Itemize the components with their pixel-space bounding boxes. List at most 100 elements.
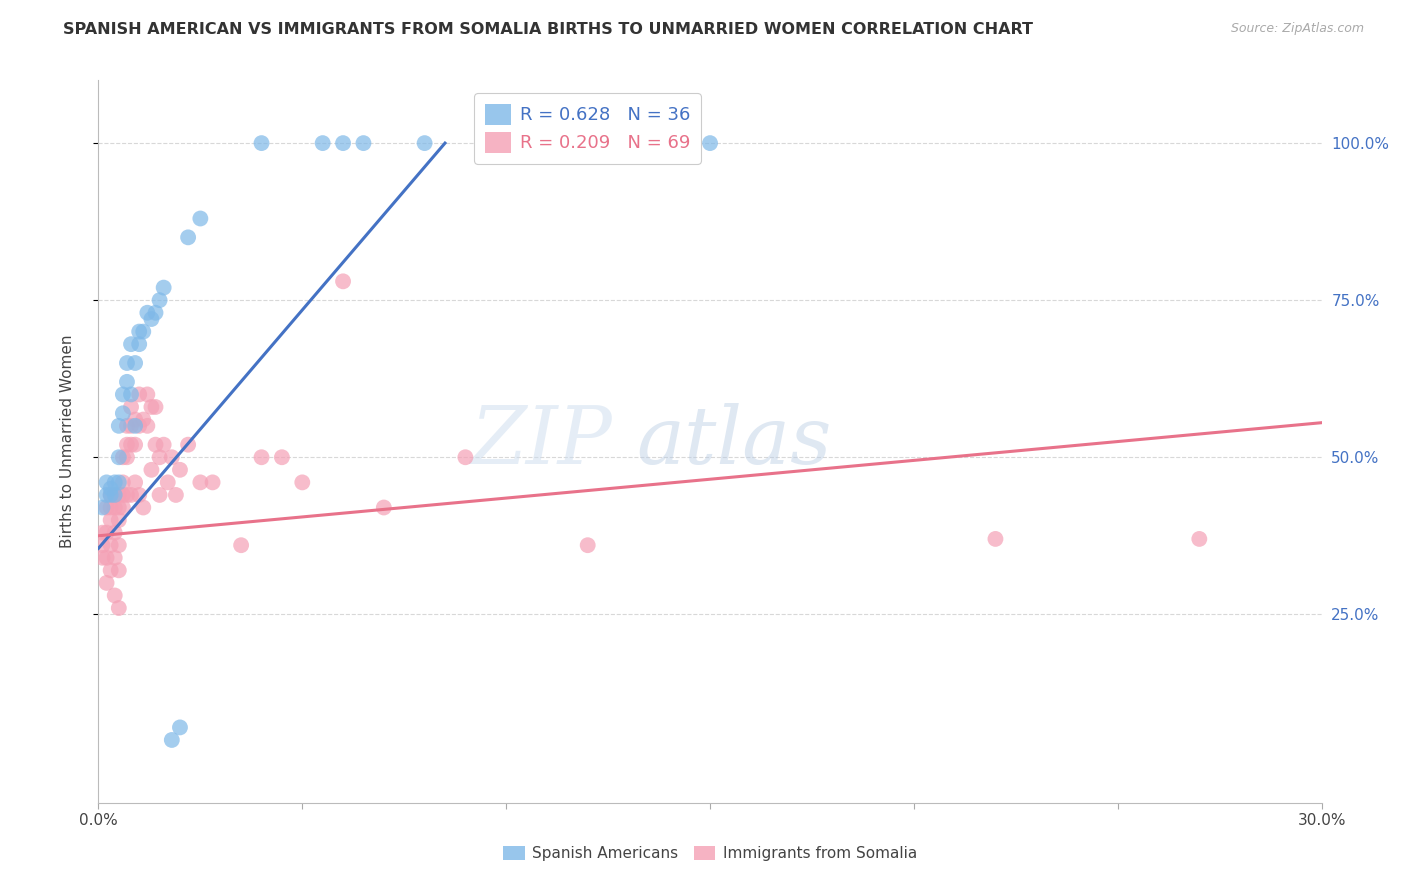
Point [124, 412, 146, 426]
Point [156, 475, 179, 490]
Point [250, 450, 273, 465]
Point [120, 337, 142, 351]
Point [104, 488, 127, 502]
Point [108, 475, 131, 490]
Point [128, 337, 150, 351]
Point [141, 400, 163, 414]
Point [132, 500, 155, 515]
Point [128, 325, 150, 339]
Point [111, 500, 134, 515]
Point [104, 500, 127, 515]
Point [332, 274, 354, 288]
Point [100, 500, 122, 515]
Point [120, 387, 142, 401]
Point [177, 230, 200, 244]
Point [100, 488, 122, 502]
Point [115, 418, 138, 433]
Point [152, 280, 174, 294]
Point [169, 720, 191, 734]
Legend: R = 0.628   N = 36, R = 0.209   N = 69: R = 0.628 N = 36, R = 0.209 N = 69 [474, 93, 700, 163]
Point [108, 538, 131, 552]
Point [111, 450, 134, 465]
Point [136, 306, 159, 320]
Point [104, 525, 127, 540]
Point [373, 500, 395, 515]
Point [115, 356, 138, 370]
Point [104, 475, 127, 490]
Point [104, 488, 127, 502]
Point [91, 550, 114, 565]
Y-axis label: Births to Unmarried Women: Births to Unmarried Women [60, 334, 75, 549]
Text: SPANISH AMERICAN VS IMMIGRANTS FROM SOMALIA BIRTHS TO UNMARRIED WOMEN CORRELATIO: SPANISH AMERICAN VS IMMIGRANTS FROM SOMA… [63, 22, 1033, 37]
Point [96, 475, 118, 490]
Point [124, 438, 146, 452]
Point [145, 438, 167, 452]
Point [141, 312, 163, 326]
Point [96, 488, 118, 502]
Point [160, 450, 183, 465]
Point [149, 488, 172, 502]
Point [115, 438, 138, 452]
Point [145, 400, 167, 414]
Point [188, 475, 212, 490]
Point [91, 525, 114, 540]
Point [699, 136, 721, 150]
Point [177, 438, 200, 452]
Point [1188, 532, 1211, 546]
Point [291, 475, 314, 490]
Point [115, 450, 138, 465]
Text: Source: ZipAtlas.com: Source: ZipAtlas.com [1230, 22, 1364, 36]
Point [136, 418, 159, 433]
Point [120, 400, 142, 414]
Point [108, 601, 131, 615]
Point [128, 387, 150, 401]
Point [128, 418, 150, 433]
Point [111, 475, 134, 490]
Point [124, 356, 146, 370]
Point [169, 463, 191, 477]
Point [111, 406, 134, 420]
Point [152, 438, 174, 452]
Point [108, 500, 131, 515]
Point [141, 463, 163, 477]
Point [201, 475, 224, 490]
Point [132, 325, 155, 339]
Point [104, 550, 127, 565]
Point [188, 211, 212, 226]
Point [145, 306, 167, 320]
Point [91, 500, 114, 515]
Point [111, 488, 134, 502]
Point [576, 538, 599, 552]
Point [100, 513, 122, 527]
Point [100, 482, 122, 496]
Point [120, 418, 142, 433]
Point [270, 450, 294, 465]
Point [104, 589, 127, 603]
Point [100, 563, 122, 577]
Point [149, 450, 172, 465]
Point [250, 136, 273, 150]
Point [108, 488, 131, 502]
Point [984, 532, 1007, 546]
Point [115, 375, 138, 389]
Point [111, 387, 134, 401]
Point [136, 387, 159, 401]
Point [231, 538, 253, 552]
Point [120, 438, 142, 452]
Point [108, 563, 131, 577]
Point [413, 136, 436, 150]
Point [96, 500, 118, 515]
Point [124, 475, 146, 490]
Text: atlas: atlas [637, 403, 832, 480]
Point [332, 136, 354, 150]
Point [96, 575, 118, 590]
Point [128, 488, 150, 502]
Point [100, 538, 122, 552]
Point [115, 488, 138, 502]
Point [124, 418, 146, 433]
Point [108, 450, 131, 465]
Point [91, 538, 114, 552]
Point [120, 488, 142, 502]
Point [132, 412, 155, 426]
Point [108, 513, 131, 527]
